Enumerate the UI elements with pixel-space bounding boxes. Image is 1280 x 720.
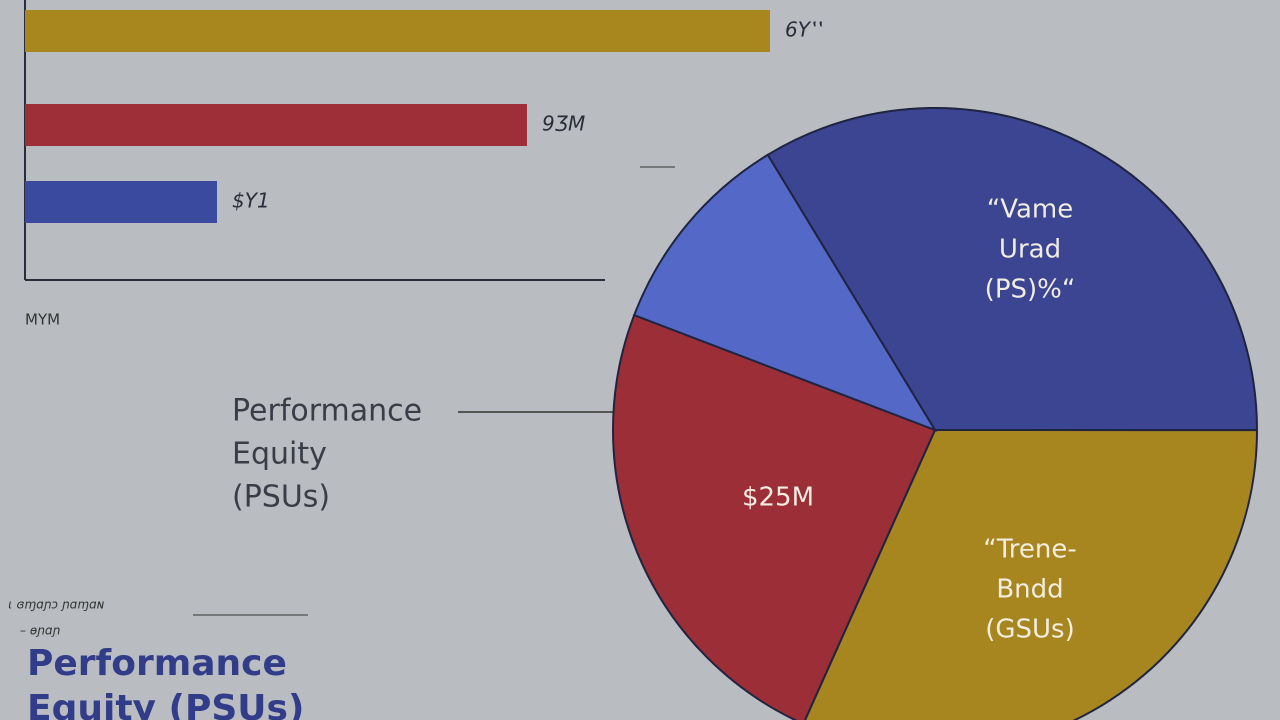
pie-slice — [612, 313, 937, 720]
value-label: 9ƷM — [542, 112, 585, 136]
value-label: $Y1 — [232, 189, 270, 213]
slice-label: (PS)%“ — [985, 275, 1076, 305]
callout: Equity — [232, 437, 327, 472]
slice-label: (GSUs) — [985, 615, 1075, 645]
bar — [25, 181, 217, 223]
footer-title: Performance — [27, 643, 287, 684]
bars: 6Y‛‛ 9ƷM $Y1 — [25, 10, 823, 223]
value-label: 6Y‛‛ — [785, 18, 823, 42]
slice-label: $25M — [742, 483, 814, 513]
pie-slice — [766, 107, 1259, 432]
slice-label: “Trene- — [983, 535, 1077, 565]
footer-note: – ɵɲɑɲ — [20, 624, 61, 638]
pie: “Vame Urad (PS)%“ “Trene- Bndd (GSUs) $25M — [612, 107, 1259, 720]
callout: Performance — [232, 394, 422, 429]
slice-label: Urad — [999, 235, 1061, 265]
slice-label: “Vame — [987, 195, 1074, 225]
slice-label: Bndd — [996, 575, 1063, 605]
pie-slice — [803, 428, 1259, 720]
pie-slice — [632, 153, 938, 432]
callout: (PSUs) — [232, 480, 330, 515]
annotations: Performance Equity (PSUs) Performance Equity… — [8, 394, 422, 720]
bar — [25, 104, 527, 146]
bar — [25, 10, 770, 52]
footer-title: Equity (PSUs) — [27, 688, 304, 720]
footer-note: ɩ ɞɱɑɲɔ ɲɑɱɑɴ — [8, 598, 105, 612]
x-axis-label: MYM — [25, 311, 60, 329]
